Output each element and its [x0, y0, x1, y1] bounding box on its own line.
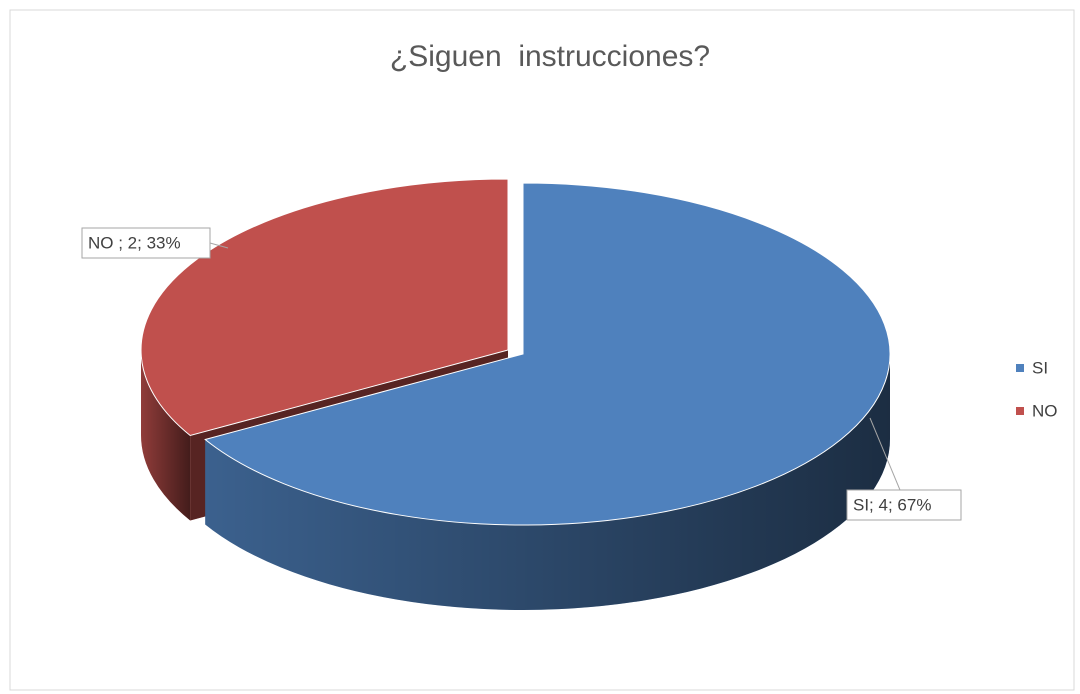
legend-label: SI: [1032, 358, 1048, 377]
leader-line: [869, 417, 901, 491]
slice: [140, 178, 509, 437]
legend-label: NO: [1032, 401, 1058, 420]
legend-swatch: [1016, 407, 1024, 415]
legend-swatch: [1016, 364, 1024, 372]
slice-side-shade: [205, 354, 890, 610]
data-label-box: [81, 227, 211, 259]
leader-line: [209, 242, 229, 249]
slice: [204, 182, 891, 526]
data-label: SI; 4; 67%: [853, 495, 931, 514]
chart-title: ¿Siguen instrucciones?: [390, 40, 710, 73]
data-label: NO ; 2; 33%: [88, 233, 181, 252]
slice-side-shade: [141, 350, 191, 521]
data-label-box: [846, 489, 962, 521]
